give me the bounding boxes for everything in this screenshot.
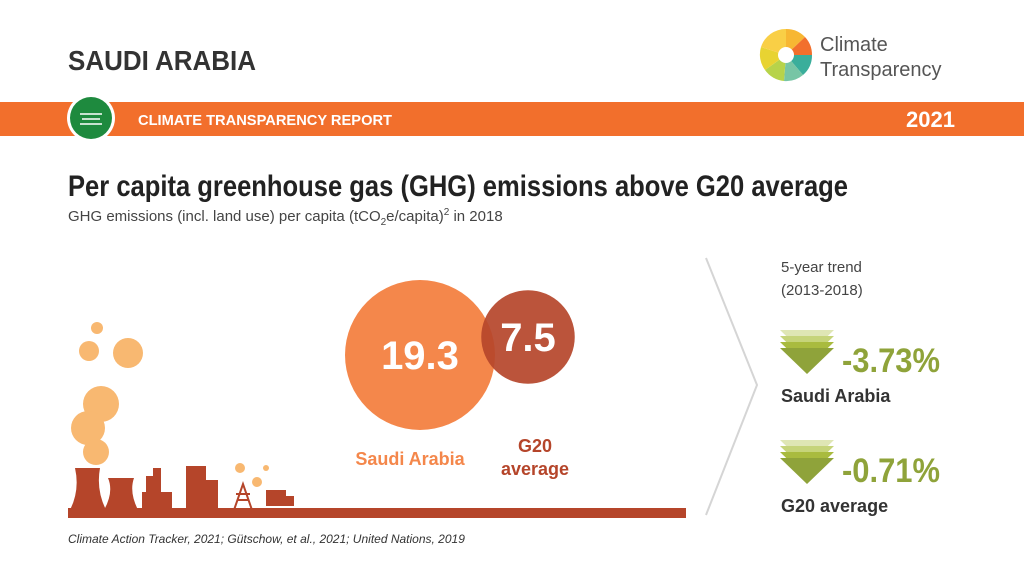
trend-label: Saudi Arabia (781, 386, 891, 406)
divider (705, 257, 759, 516)
banner-text: CLIMATE TRANSPARENCY REPORT (138, 112, 392, 129)
flag (70, 97, 112, 139)
trend-arrow-layer (780, 458, 834, 484)
logo-icon (759, 28, 813, 82)
source: Climate Action Tracker, 2021; Gütschow, … (68, 532, 465, 546)
main-title: Per capita greenhouse gas (GHG) emission… (68, 170, 848, 203)
trend-label: G20 average (781, 496, 888, 516)
subtitle-part: in 2018 (449, 208, 502, 225)
bubble-value: 7.5 (500, 316, 556, 360)
bubble (345, 280, 495, 430)
trend-value: -0.71% (842, 452, 940, 490)
flag-emblem (80, 113, 102, 125)
banner (0, 102, 1024, 136)
logo-text: Transparency (820, 59, 942, 81)
subtitle: GHG emissions (incl. land use) per capit… (68, 207, 503, 228)
trend-arrow-layer (780, 348, 834, 374)
logo-text: Climate (820, 34, 888, 56)
trend-arrow (780, 330, 834, 374)
factory-illustration (68, 322, 686, 518)
trend-group: -3.73% Saudi Arabia -0.71% G20 average (780, 330, 940, 516)
subtitle-part: e/capita) (386, 208, 444, 225)
bubble-value: 19.3 (381, 334, 459, 378)
banner-year: 2021 (906, 107, 955, 132)
bubble (481, 290, 575, 384)
bubble-group: 19.3 Saudi Arabia 7.5 G20 average (345, 280, 575, 479)
trend-value: -3.73% (842, 342, 940, 380)
bubble-label: Saudi Arabia (355, 449, 465, 469)
subtitle-part: GHG emissions (incl. land use) per capit… (68, 208, 381, 225)
trend-title: (2013-2018) (781, 282, 863, 299)
subtitle-superscript: 2 (444, 207, 450, 218)
country-title: SAUDI ARABIA (68, 45, 256, 76)
subtitle-subscript: 2 (381, 217, 387, 228)
bubble-label: G20 (518, 436, 552, 456)
trend-arrow (780, 440, 834, 484)
trend-title: 5-year trend (781, 259, 862, 276)
bubble-label: average (501, 459, 569, 479)
